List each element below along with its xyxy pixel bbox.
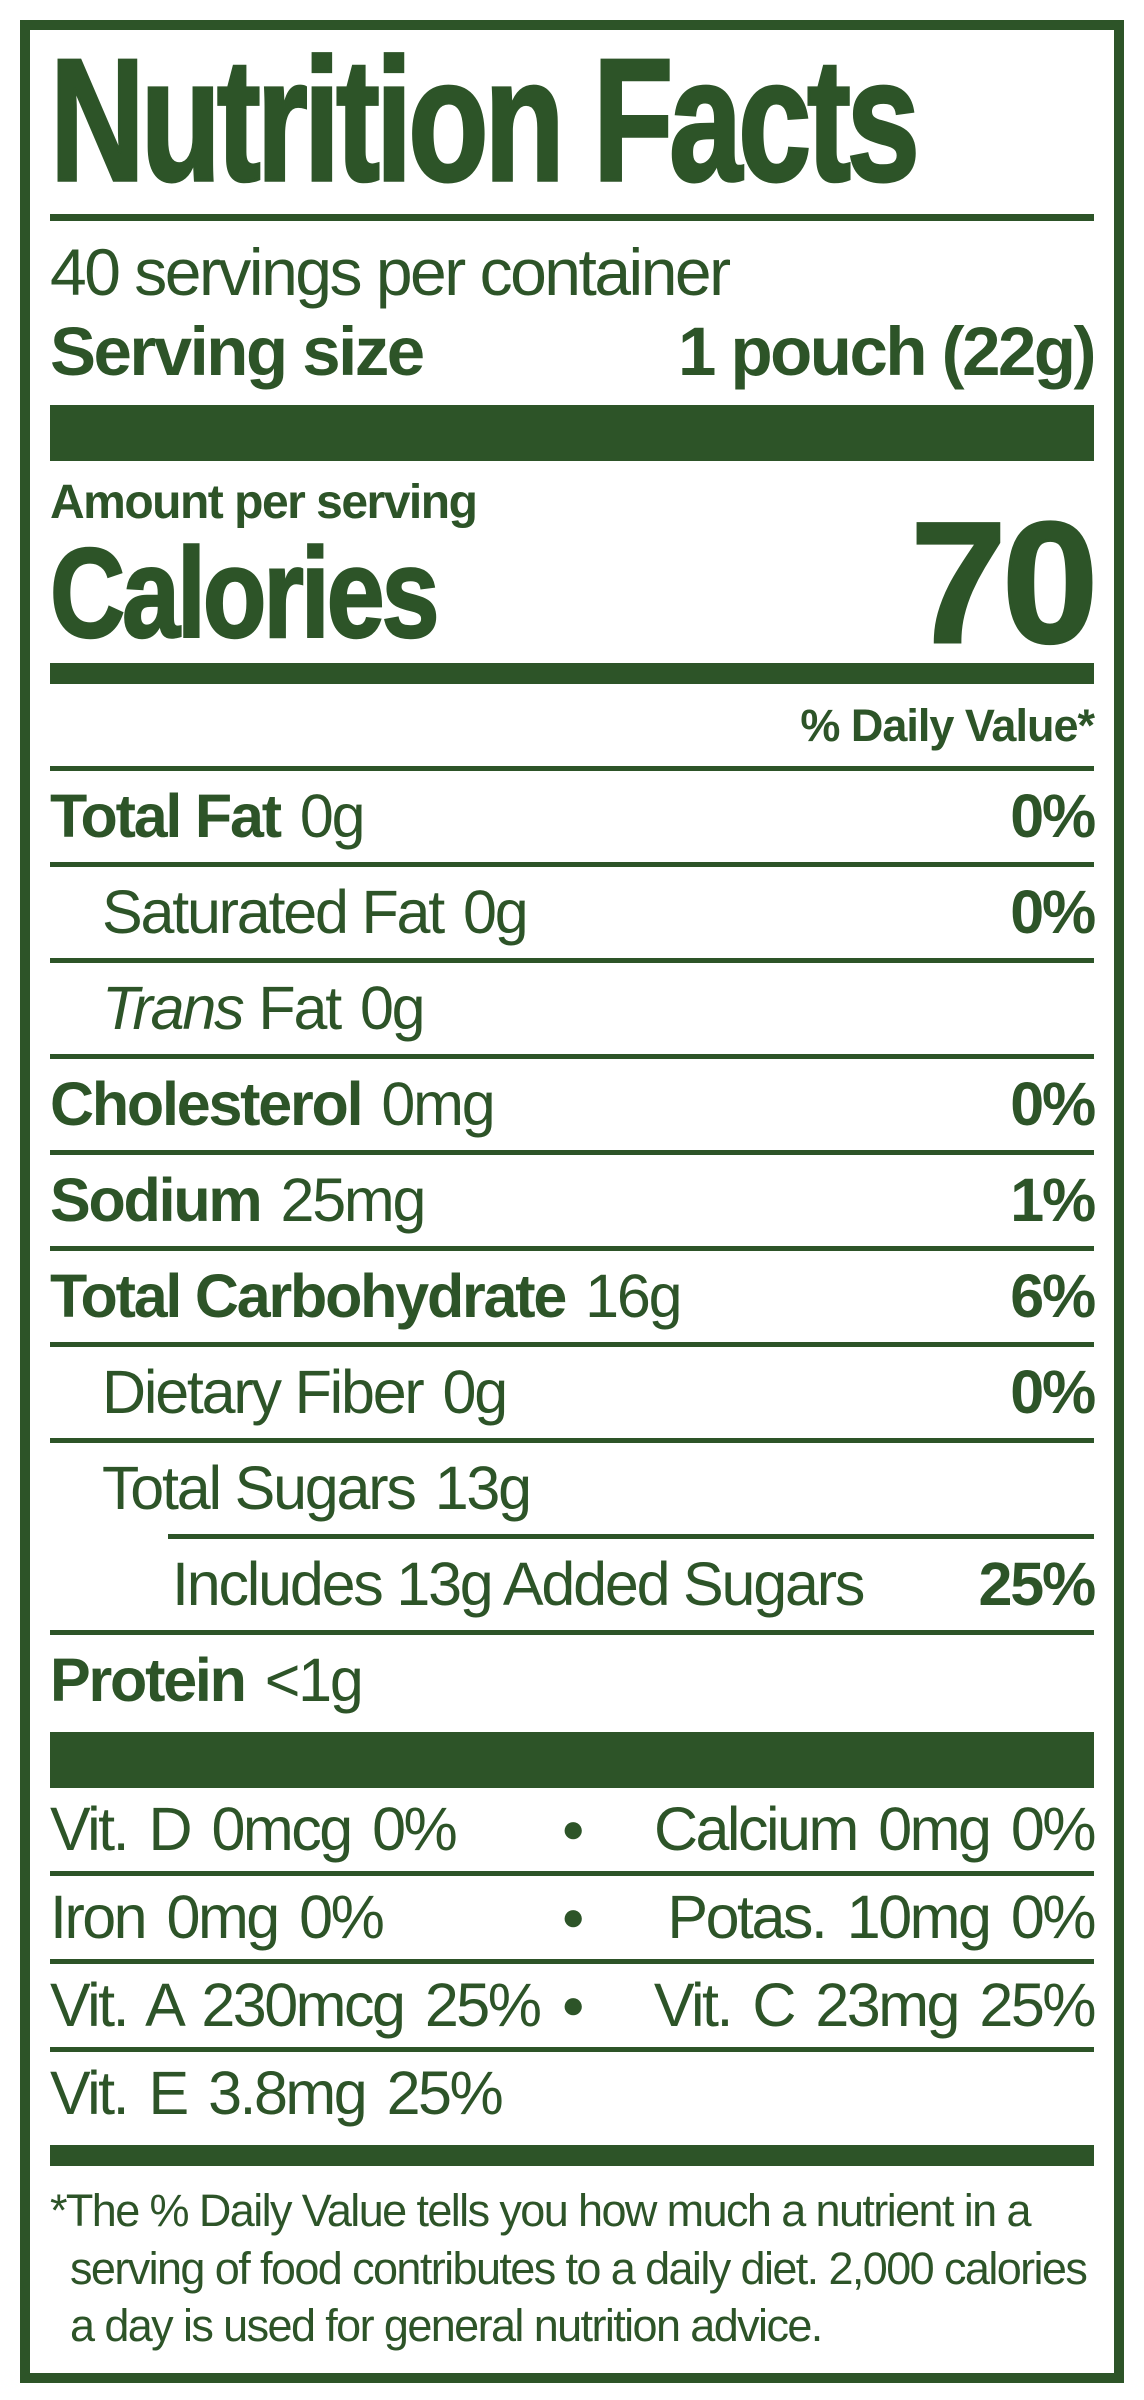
micronutrient-right: Potas. 10mg 0% <box>667 1883 1096 1952</box>
nutrient-amount: 16g <box>585 1261 682 1330</box>
nutrient-name: Sodium <box>50 1165 263 1234</box>
micronutrient-row-iron-potassium: Iron 0mg 0% ● Potas. 10mg 0% <box>50 1876 1096 1959</box>
row-divider <box>50 1959 1094 1965</box>
row-divider <box>50 1871 1094 1877</box>
nutrient-row-trans-fat: Trans Fat 0g <box>50 963 1094 1054</box>
row-divider-indented <box>168 1534 1094 1540</box>
servings-per-container: 40 servings per container <box>50 235 731 309</box>
nutrient-row-total-fat: Total Fat 0g 0% <box>50 771 1096 862</box>
micronutrient-right: Vit. C 23mg 25% <box>653 1971 1097 2040</box>
calories-value: 70 <box>909 486 1099 679</box>
nutrition-facts-panel: Nutrition Facts 40 servings per containe… <box>20 20 1124 2383</box>
daily-value-footnote: *The % Daily Value tells you how much a … <box>50 2185 1088 2351</box>
nutrient-daily-value: 25% <box>978 1550 1097 1619</box>
nutrient-row-total-sugars: Total Sugars 13g <box>50 1443 1094 1534</box>
row-divider <box>50 1245 1094 1251</box>
row-divider <box>50 1341 1094 1347</box>
row-divider <box>50 1438 1094 1444</box>
nutrient-name: Includes 13g Added Sugars <box>172 1550 865 1619</box>
micronutrient-row-vita-vitc: Vit. A 230mcg 25% ● Vit. C 23mg 25% <box>50 1964 1097 2047</box>
nutrient-daily-value: 6% <box>1010 1261 1096 1330</box>
micronutrient-left: Iron 0mg 0% <box>50 1883 385 1952</box>
nutrient-name: Protein <box>50 1646 247 1715</box>
micronutrient-left: Vit. E 3.8mg 25% <box>50 2059 504 2128</box>
row-divider <box>50 1630 1094 1636</box>
nutrient-name: Total Carbohydrate <box>50 1261 567 1330</box>
section-bar-medium <box>50 2145 1094 2167</box>
nutrient-name: Total Sugars <box>102 1454 417 1523</box>
amount-per-serving-label: Amount per serving <box>50 475 478 529</box>
nutrient-name: Dietary Fiber <box>102 1357 425 1426</box>
micronutrient-left: Vit. A 230mcg 25% <box>50 1971 542 2040</box>
nutrient-row-total-carbohydrate: Total Carbohydrate 16g 6% <box>50 1251 1096 1342</box>
nutrient-amount: 25mg <box>280 1165 426 1234</box>
row-divider <box>50 861 1094 867</box>
nutrient-amount: <1g <box>264 1646 364 1715</box>
page-title: Nutrition Facts <box>49 21 921 218</box>
section-bar-thick <box>50 1732 1094 1789</box>
micronutrient-row-vitd-calcium: Vit. D 0mcg 0% ● Calcium 0mg 0% <box>50 1788 1097 1871</box>
micronutrient-right: Calcium 0mg 0% <box>653 1795 1097 1864</box>
bullet-icon: ● <box>561 1806 585 1851</box>
nutrient-row-dietary-fiber: Dietary Fiber 0g 0% <box>50 1347 1096 1438</box>
nutrient-daily-value: 0% <box>1010 1069 1096 1138</box>
nutrient-row-added-sugars: Includes 13g Added Sugars 25% <box>50 1539 1097 1630</box>
row-divider <box>50 2047 1094 2053</box>
row-divider <box>50 1053 1094 1059</box>
bullet-icon: ● <box>561 1982 585 2027</box>
nutrient-amount: 13g <box>434 1454 532 1523</box>
micronutrient-row-vite: Vit. E 3.8mg 25% <box>50 2052 1094 2135</box>
section-bar-thick <box>50 404 1094 461</box>
row-divider <box>50 957 1094 963</box>
nutrient-amount: 0g <box>463 877 529 946</box>
nutrient-row-cholesterol: Cholesterol 0mg 0% <box>50 1059 1096 1150</box>
nutrient-name-italic: Trans <box>102 973 245 1042</box>
serving-size-label: Serving size <box>50 313 425 391</box>
section-bar-medium <box>50 662 1094 684</box>
daily-value-header: % Daily Value* <box>800 699 1095 751</box>
nutrient-amount: 0g <box>359 973 426 1042</box>
nutrient-name: Cholesterol <box>50 1069 364 1138</box>
calories-row: Calories 70 <box>49 496 1100 671</box>
nutrient-daily-value: 0% <box>1010 877 1096 946</box>
row-divider <box>50 765 1094 771</box>
nutrient-row-saturated-fat: Saturated Fat 0g 0% <box>50 867 1096 958</box>
bullet-icon: ● <box>561 1894 585 1939</box>
nutrient-name: Total Fat <box>50 781 282 850</box>
nutrient-name: Saturated Fat <box>102 877 445 946</box>
nutrient-daily-value: 0% <box>1010 781 1096 850</box>
nutrient-amount: 0g <box>299 781 366 850</box>
serving-size-value: 1 pouch (22g) <box>677 313 1097 391</box>
nutrient-amount: 0mg <box>381 1069 495 1138</box>
nutrient-daily-value: 1% <box>1010 1165 1096 1234</box>
micronutrient-left: Vit. D 0mcg 0% <box>50 1795 458 1864</box>
nutrient-daily-value: 0% <box>1010 1357 1096 1426</box>
title-block: Nutrition Facts <box>49 31 1094 208</box>
calories-label: Calories <box>49 523 440 666</box>
nutrient-row-sodium: Sodium 25mg 1% <box>50 1155 1096 1246</box>
nutrient-amount: 0g <box>442 1357 509 1426</box>
title-divider <box>50 214 1094 221</box>
row-divider <box>50 1149 1094 1155</box>
serving-size-row: Serving size 1 pouch (22g) <box>50 313 1097 391</box>
nutrient-row-protein: Protein <1g <box>50 1635 1094 1726</box>
nutrient-name: Fat <box>258 973 342 1042</box>
